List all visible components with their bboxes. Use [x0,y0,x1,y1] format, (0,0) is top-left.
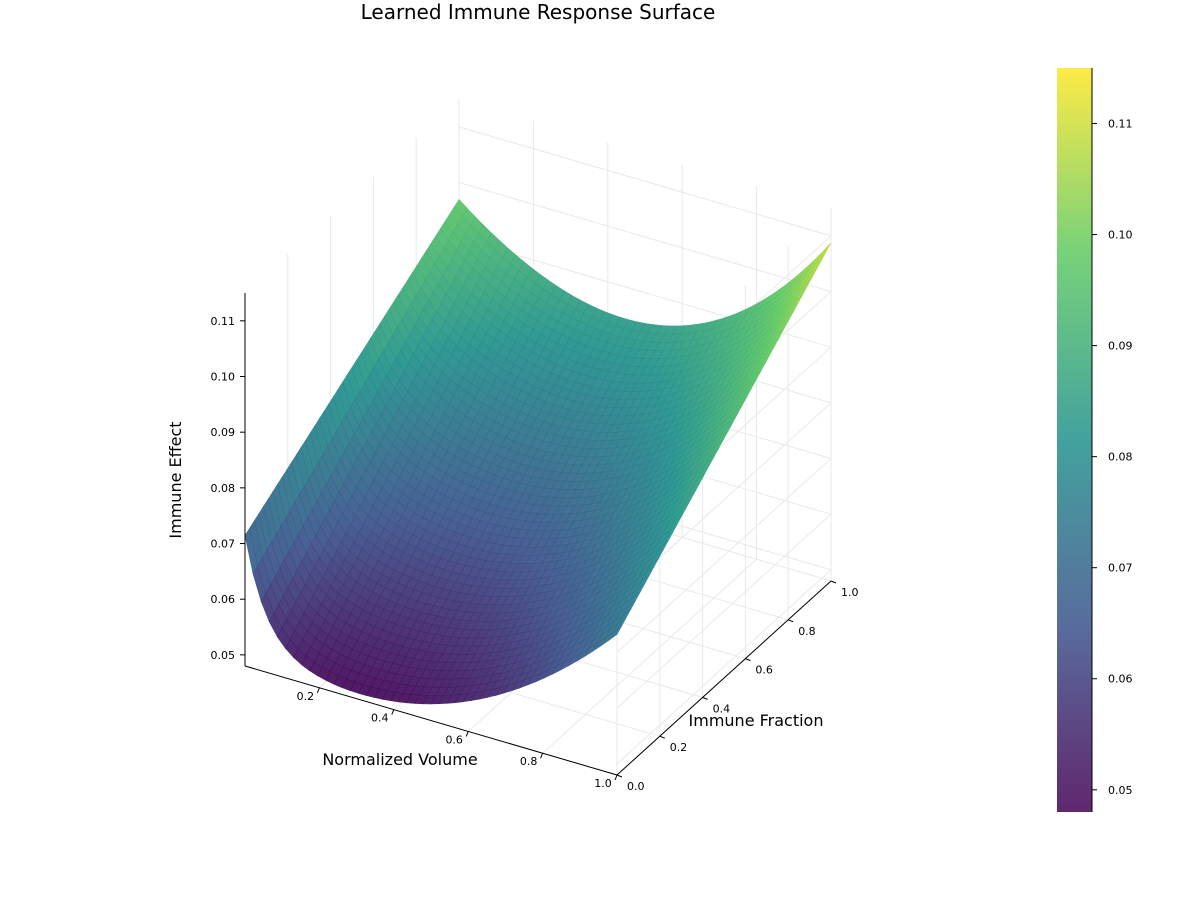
x-tick-mark [465,731,469,737]
colorbar-tick-label: 0.10 [1108,229,1133,242]
colorbar-tick-label: 0.09 [1108,340,1133,353]
colorbar-tick-label: 0.05 [1108,784,1133,797]
x-axis-label: Normalized Volume [322,750,477,769]
y-tick-label: 0.2 [670,741,688,754]
z-axis-label: Immune Effect [166,421,185,538]
y-tick-mark [830,580,837,584]
colorbar-tick-label: 0.08 [1108,451,1133,464]
z-tick-label: 0.08 [211,482,236,495]
grid-line [616,569,832,765]
x-tick-label: 0.6 [445,733,463,746]
z-tick-label: 0.07 [211,538,236,551]
y-tick-mark [702,696,708,700]
y-tick-label: 0.6 [755,664,773,677]
y-axis-label: Immune Fraction [689,711,824,730]
z-tick-label: 0.06 [211,593,236,606]
y-tick-mark [788,619,794,623]
y-tick-mark [659,735,665,739]
grid-line [458,182,832,292]
grid-line [616,513,832,709]
y-tick-label: 0.8 [798,625,816,638]
x-tick-mark [391,709,395,715]
axes: 0.05 0.06 0.07 0.08 0.09 0.10 0.11 0.2 0.4 0.6 0.8… [211,293,859,793]
x-tick-label: 0.4 [371,712,389,725]
x-tick-label: 0.8 [520,755,538,768]
surface-patch [608,625,622,641]
y-axis [616,580,832,776]
surface [244,199,832,705]
colorbar-tick-label: 0.11 [1108,118,1133,131]
z-tick-label: 0.09 [211,426,236,439]
chart-title: Learned Immune Response Surface [361,0,716,24]
x-tick-mark [540,753,544,759]
x-tick-label: 0.2 [297,690,315,703]
z-tick-label: 0.11 [211,315,236,328]
y-tick-label: 0.4 [713,702,731,715]
y-tick-mark [745,658,751,662]
grid-line [458,126,832,237]
y-tick-label: 1.0 [841,586,859,599]
x-tick-label: 1.0 [594,777,612,790]
y-tick-label: 0.0 [627,780,645,793]
y-tick-mark [616,774,623,778]
z-tick-label: 0.05 [211,649,236,662]
x-tick-mark [614,774,618,781]
colorbar: 0.05 0.06 0.07 0.08 0.09 0.10 0.11 [1057,68,1133,812]
grid-line [542,558,757,754]
colorbar-gradient [1057,68,1092,812]
colorbar-tick-label: 0.06 [1108,673,1133,686]
grid-line [616,458,832,653]
x-tick-mark [316,687,320,693]
x-axis [244,665,618,776]
z-tick-label: 0.10 [211,371,236,384]
colorbar-tick-label: 0.07 [1108,562,1133,575]
